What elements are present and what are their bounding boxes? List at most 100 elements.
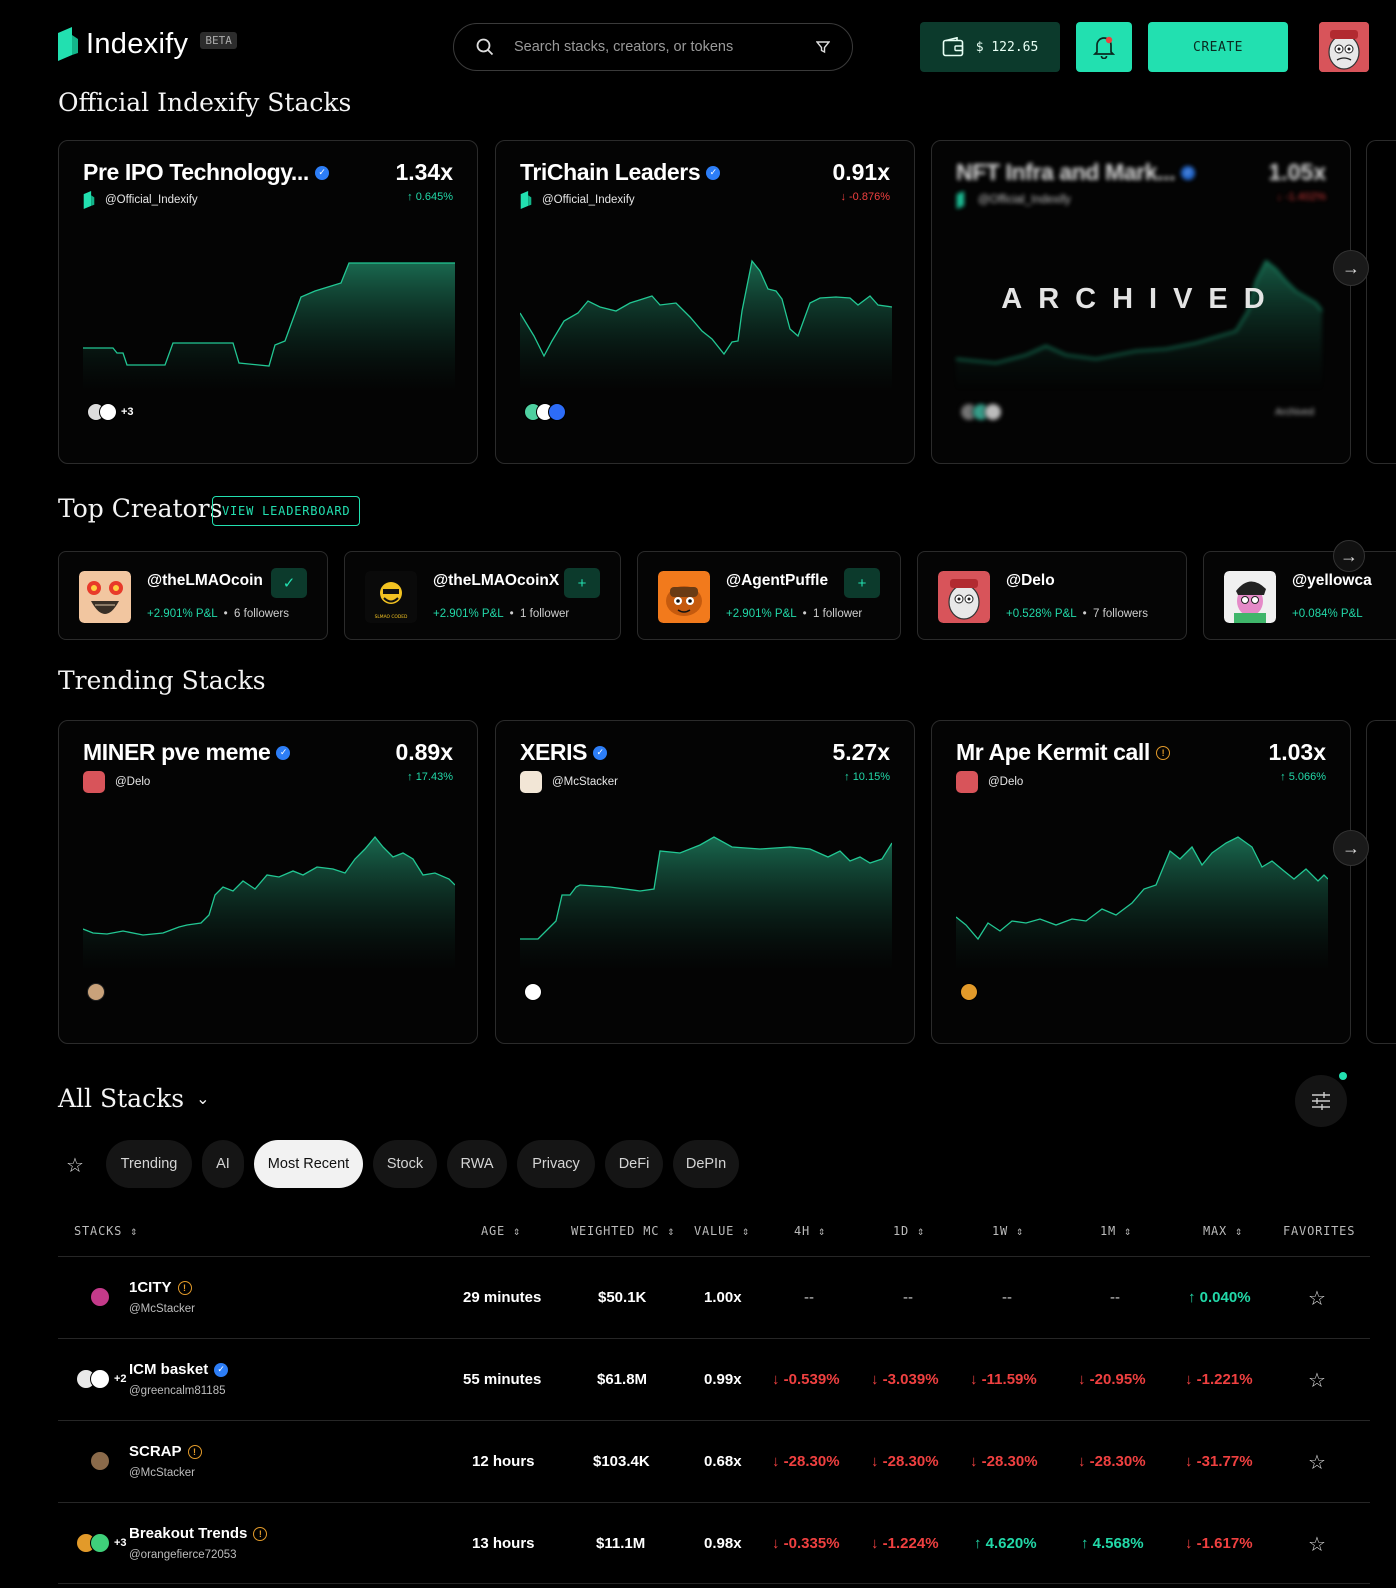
change-value: 5.066% [1288,771,1326,783]
stack-name[interactable]: SCRAP! [129,1443,202,1460]
user-avatar[interactable] [1319,22,1369,72]
stack-card[interactable]: Pre IPO Technology... ✓ @Official_Indexif… [58,140,478,464]
arrow-down-icon: ↓ [871,1371,883,1388]
stack-name[interactable]: 1CITY! [129,1279,192,1296]
stack-name[interactable]: ICM basket ✓ [129,1361,229,1378]
stack-card-partial[interactable] [1366,140,1396,464]
following-button[interactable]: ✓ [271,568,307,598]
stack-name-text: 1CITY [129,1279,172,1296]
stack-card[interactable]: XERIS ✓ @McStacker 5.27x ↑ 10.15% [495,720,915,1044]
stack-token-icons: +3 [76,1533,127,1553]
creator-card[interactable]: SLMAO CODED @theLMAOcoinX +2.901% P&L • … [344,551,621,640]
table-row[interactable]: +3 Breakout Trends! @orangefierce72053 1… [58,1502,1370,1584]
column-header-max[interactable]: MAX ⇕ [1203,1224,1243,1238]
stack-card[interactable]: MINER pve meme ✓ @Delo 0.89x ↑ 17.43% [58,720,478,1044]
next-arrow-button[interactable]: → [1333,250,1369,286]
logo[interactable]: Indexify BETA [58,26,237,62]
bell-icon [1093,36,1115,59]
next-arrow-button[interactable]: → [1333,540,1365,572]
filter-chip-depin[interactable]: DePIn [673,1140,739,1188]
filter-icon[interactable] [816,40,830,54]
follow-button[interactable]: + [564,568,600,598]
stack-card-archived[interactable]: NFT Infra and Mark... ✓ @Official_Indexif… [931,140,1351,464]
w1-value: -11.59% [981,1371,1037,1388]
filter-chip-most-recent[interactable]: Most Recent [254,1140,363,1188]
column-header-1w[interactable]: 1W ⇕ [992,1224,1024,1238]
all-stacks-dropdown[interactable]: All Stacks ⌄ [58,1084,209,1113]
arrow-down-icon: ↓ [871,1453,883,1470]
favorite-star-icon[interactable]: ☆ [1308,1534,1326,1556]
mc-cell: $50.1K [598,1289,647,1306]
wallet-button[interactable]: $ 122.65 [920,22,1060,72]
stack-creator[interactable]: @greencalm81185 [129,1385,226,1397]
creator-card[interactable]: @yellowca +0.084% P&L [1203,551,1396,640]
creator-stats: +0.528% P&L • 7 followers [1006,608,1149,620]
filter-chip-ai[interactable]: AI [202,1140,244,1188]
stack-creator[interactable]: @Delo [83,771,150,793]
arrow-down-icon: ↓ [1185,1371,1197,1388]
column-label: 1D [893,1224,910,1238]
verified-icon: ✓ [214,1362,229,1377]
arrow-up-icon: ↑ [974,1535,986,1552]
stack-card[interactable]: Mr Ape Kermit call! @Delo 1.03x ↑ 5.066% [931,720,1351,1044]
change-value: -0.876% [849,191,890,203]
favorite-star-icon[interactable]: ☆ [1308,1370,1326,1392]
filter-chip-rwa[interactable]: RWA [447,1140,507,1188]
d1-cell: -- [903,1289,913,1306]
favorites-filter-star-icon[interactable]: ☆ [66,1155,84,1177]
column-header-stacks[interactable]: STACKS ⇕ [74,1224,138,1238]
next-arrow-button[interactable]: → [1333,830,1369,866]
creator-card[interactable]: @Delo +0.528% P&L • 7 followers [917,551,1187,640]
creator-handle: @Official_Indexify [105,194,198,206]
filter-chip-privacy[interactable]: Privacy [517,1140,595,1188]
stack-card-partial[interactable] [1366,720,1396,1044]
arrow-down-icon: ↓ [840,191,850,203]
stack-token-icons [76,1287,110,1307]
creator-card[interactable]: @theLMAOcoin +2.901% P&L • 6 followers ✓ [58,551,328,640]
stack-name[interactable]: Breakout Trends! [129,1525,268,1542]
column-header-1m[interactable]: 1M ⇕ [1100,1224,1132,1238]
stack-card[interactable]: TriChain Leaders ✓ @Official_Indexify 0.9… [495,140,915,464]
w1-value: -28.30% [981,1453,1038,1470]
column-header-1d[interactable]: 1D ⇕ [893,1224,925,1238]
favorite-star-icon[interactable]: ☆ [1308,1452,1326,1474]
m1-cell: -- [1110,1289,1120,1306]
creator-card[interactable]: @AgentPuffle +2.901% P&L • 1 follower + [637,551,901,640]
column-header-age[interactable]: AGE ⇕ [481,1224,521,1238]
stack-multiplier: 1.34x [395,159,453,185]
table-row[interactable]: +2 ICM basket ✓ @greencalm81185 55 minute… [58,1338,1370,1420]
stack-name: MINER pve meme [83,739,271,765]
arrow-down-icon: ↓ [772,1453,784,1470]
stack-creator[interactable]: @McStacker [129,1303,195,1315]
filter-chip-defi[interactable]: DeFi [605,1140,663,1188]
view-leaderboard-button[interactable]: VIEW LEADERBOARD [212,496,361,526]
create-button[interactable]: CREATE [1148,22,1288,72]
beta-badge: BETA [200,31,237,49]
filter-chip-trending[interactable]: Trending [106,1140,192,1188]
column-header-weighted-mc[interactable]: WEIGHTED MC ⇕ [571,1224,675,1238]
age-cell: 13 hours [472,1535,535,1552]
filter-chip-stock[interactable]: Stock [373,1140,437,1188]
stack-creator[interactable]: @orangefierce72053 [129,1549,237,1561]
table-row[interactable]: SCRAP! @McStacker 12 hours $103.4K 0.68x… [58,1420,1370,1502]
search-bar[interactable]: Search stacks, creators, or tokens [453,23,853,71]
stack-creator[interactable]: @McStacker [520,771,618,793]
m1-cell: ↓ -20.95% [1078,1371,1146,1388]
favorite-star-icon[interactable]: ☆ [1308,1288,1326,1310]
stack-creator[interactable]: @Official_Indexify [83,191,198,209]
stack-creator[interactable]: @McStacker [129,1467,195,1479]
stack-name: Mr Ape Kermit call [956,739,1150,765]
stack-creator[interactable]: @Delo [956,771,1023,793]
column-header-value[interactable]: VALUE ⇕ [694,1224,750,1238]
table-row[interactable]: 1CITY! @McStacker 29 minutes $50.1K 1.00… [58,1256,1370,1338]
notifications-button[interactable] [1076,22,1132,72]
search-input[interactable]: Search stacks, creators, or tokens [514,39,734,55]
column-label: WEIGHTED MC [571,1224,660,1238]
stack-name-row: Mr Ape Kermit call! [956,739,1170,766]
stack-creator[interactable]: @Official_Indexify [520,191,635,209]
warning-icon: ! [1155,745,1170,760]
follow-button[interactable]: + [844,568,880,598]
indexify-logo-icon [956,191,965,209]
column-header-4h[interactable]: 4H ⇕ [794,1224,826,1238]
filter-settings-button[interactable] [1295,1075,1347,1127]
